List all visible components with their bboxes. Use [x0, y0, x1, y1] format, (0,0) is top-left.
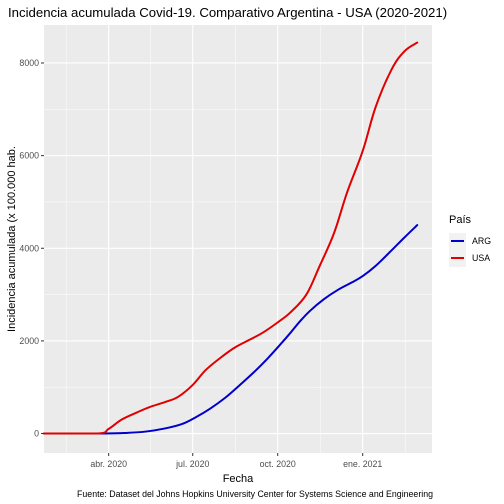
series-lines [43, 41, 419, 435]
legend-label-usa: USA [472, 253, 490, 263]
x-axis: abr. 2020 jul. 2020 oct. 2020 ene. 2021 [90, 453, 382, 469]
plot-panel [44, 25, 432, 453]
series-line-usa [43, 41, 419, 435]
y-tick-label: 2000 [19, 336, 39, 346]
x-tick-label: jul. 2020 [175, 459, 209, 469]
source-caption: Fuente: Dataset del Johns Hopkins Univer… [77, 489, 433, 499]
series-line-arg [43, 224, 419, 435]
y-tick-label: 4000 [19, 243, 39, 253]
grid-major-x [108, 25, 364, 453]
y-tick-label: 0 [34, 429, 39, 439]
y-tick-label: 8000 [19, 58, 39, 68]
chart-title: Incidencia acumulada Covid-19. Comparati… [8, 5, 447, 20]
legend-label-arg: ARG [472, 236, 491, 246]
x-tick-label: ene. 2021 [343, 459, 382, 469]
y-tick-label: 6000 [19, 151, 39, 161]
x-axis-title: Fecha [223, 473, 254, 485]
legend-title: País [449, 214, 472, 226]
y-axis-title: Incidencia acumulada (x 100.000 hab. [6, 146, 18, 332]
grid-minor-x [65, 25, 406, 453]
x-tick-label: oct. 2020 [260, 459, 296, 469]
x-tick-label: abr. 2020 [90, 459, 127, 469]
legend: País ARG USA [449, 214, 491, 267]
y-axis: 0 2000 4000 6000 8000 [19, 58, 44, 439]
